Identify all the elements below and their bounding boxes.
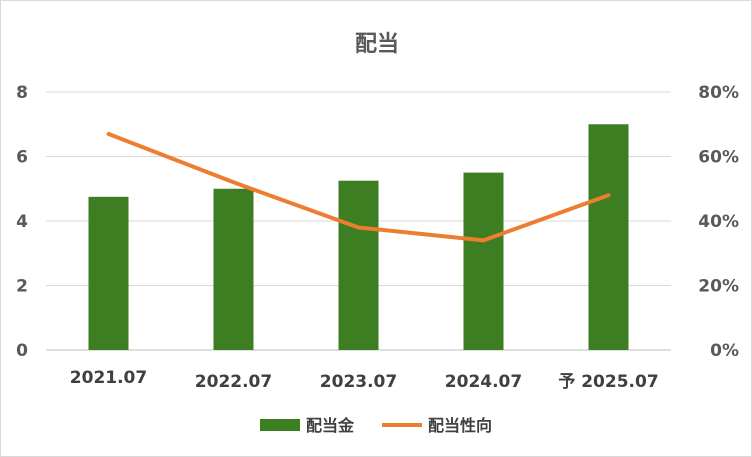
category-label: 2022.07 bbox=[195, 372, 272, 392]
legend-label: 配当性向 bbox=[428, 416, 492, 435]
right-tick-label: 0% bbox=[710, 341, 739, 361]
right-tick-label: 20% bbox=[698, 277, 739, 297]
left-axis: 0 2 4 6 8 bbox=[16, 83, 28, 361]
left-tick-label: 6 bbox=[16, 148, 28, 168]
category-label: 予 2025.07 bbox=[558, 372, 658, 392]
left-tick-label: 0 bbox=[16, 341, 28, 361]
chart-title: 配当 bbox=[355, 32, 399, 57]
right-tick-label: 80% bbox=[698, 83, 739, 103]
left-tick-label: 8 bbox=[16, 83, 28, 103]
right-axis: 0% 20% 40% 60% 80% bbox=[698, 83, 739, 361]
bar bbox=[588, 124, 629, 350]
bar bbox=[338, 180, 379, 350]
line-series bbox=[106, 131, 611, 243]
left-tick-label: 2 bbox=[16, 277, 28, 297]
legend: 配当金 配当性向 bbox=[260, 416, 492, 435]
left-tick-label: 4 bbox=[16, 212, 28, 232]
bar bbox=[213, 188, 254, 350]
bar bbox=[88, 196, 129, 350]
legend-label: 配当金 bbox=[306, 416, 355, 435]
category-label: 2024.07 bbox=[445, 372, 522, 392]
right-tick-label: 40% bbox=[698, 212, 739, 232]
category-label: 2021.07 bbox=[70, 368, 147, 388]
bar-series bbox=[88, 124, 629, 350]
bar bbox=[463, 172, 504, 350]
right-tick-label: 60% bbox=[698, 148, 739, 168]
category-axis: 2021.07 2022.07 2023.07 2024.07 予 2025.07 bbox=[70, 368, 659, 392]
category-label: 2023.07 bbox=[320, 372, 397, 392]
legend-bar-swatch bbox=[260, 419, 300, 431]
